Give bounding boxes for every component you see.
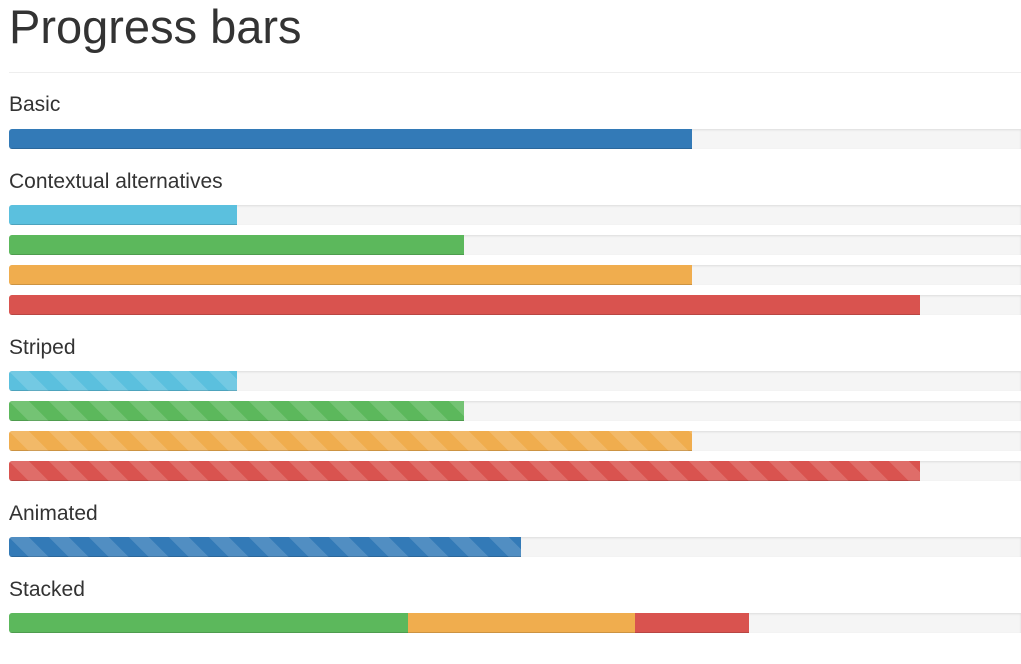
progress-track-striped-info: [9, 371, 1021, 391]
progress-bar-stacked-danger: [635, 613, 749, 633]
section-heading-striped: Striped: [9, 336, 76, 359]
progress-track-striped-success: [9, 401, 1021, 421]
progress-bar-striped-success: [9, 401, 465, 421]
progress-bar-striped-warning: [9, 431, 693, 451]
progress-track-contextual-info: [9, 205, 1021, 225]
section-heading-stacked: Stacked: [9, 578, 85, 601]
progress-track-basic-primary: [9, 129, 1021, 149]
progress-track-stacked: [9, 613, 1021, 633]
progress-bar-contextual-info: [9, 205, 237, 225]
progress-track-striped-warning: [9, 431, 1021, 451]
progress-bar-contextual-danger: [9, 295, 920, 315]
progress-bar-contextual-success: [9, 235, 465, 255]
progress-bar-striped-danger: [9, 461, 920, 481]
section-heading-basic: Basic: [9, 93, 61, 116]
progress-track-contextual-danger: [9, 295, 1021, 315]
progress-bar-animated-primary: [9, 537, 522, 557]
progress-bar-contextual-warning: [9, 265, 693, 285]
progress-track-animated-primary: [9, 537, 1021, 557]
progress-track-contextual-success: [9, 235, 1021, 255]
progress-bar-striped-info: [9, 371, 237, 391]
page-title: Progress bars: [9, 0, 302, 53]
progress-bar-stacked-success: [9, 613, 408, 633]
section-heading-contextual: Contextual alternatives: [9, 170, 223, 193]
progress-track-striped-danger: [9, 461, 1021, 481]
progress-track-contextual-warning: [9, 265, 1021, 285]
progress-bar-stacked-warning: [407, 613, 636, 633]
section-heading-animated: Animated: [9, 502, 98, 525]
title-divider: [9, 72, 1021, 73]
progress-bar-basic-primary: [9, 129, 693, 149]
